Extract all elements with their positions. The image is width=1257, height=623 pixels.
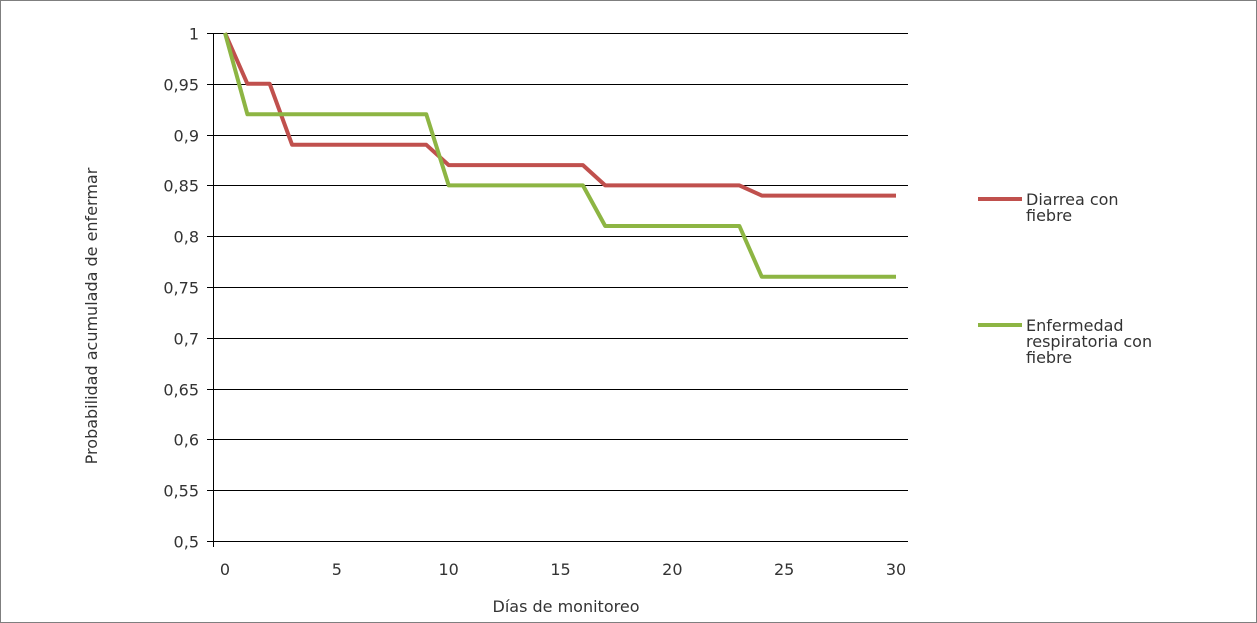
y-tick-label: 0,75 (163, 279, 199, 298)
legend-label-1: fiebre (1026, 206, 1072, 225)
legend-label-2: Enfermedad (1026, 316, 1124, 335)
legend-label-1: Diarrea con (1026, 190, 1119, 209)
y-tick-label: 1 (189, 25, 199, 44)
y-tick-label: 0,65 (163, 381, 199, 400)
y-tick-label: 0,55 (163, 482, 199, 501)
x-axis-title: Días de monitoreo (493, 597, 640, 616)
y-tick-label: 0,5 (174, 533, 199, 552)
x-tick-label: 0 (220, 560, 230, 579)
legend: Diarrea confiebreEnfermedadrespiratoria … (978, 190, 1152, 367)
y-tick-label: 0,85 (163, 177, 199, 196)
y-tick-label: 0,9 (174, 127, 199, 146)
x-tick-label: 15 (550, 560, 570, 579)
x-tick-label: 5 (332, 560, 342, 579)
y-axis-title: Probabilidad acumulada de enfermar (82, 167, 101, 464)
x-tick-label: 30 (886, 560, 906, 579)
y-tick-label: 0,95 (163, 76, 199, 95)
y-tick-label: 0,8 (174, 228, 199, 247)
legend-label-2: fiebre (1026, 348, 1072, 367)
series-line-2 (223, 32, 896, 279)
y-tick-label: 0,7 (174, 330, 199, 349)
y-tick-label: 0,6 (174, 431, 199, 450)
x-tick-label: 25 (774, 560, 794, 579)
series-lines (223, 32, 897, 279)
x-tick-label: 20 (662, 560, 682, 579)
x-tick-label: 10 (438, 560, 458, 579)
legend-label-2: respiratoria con (1026, 332, 1152, 351)
gridlines (207, 33, 908, 542)
